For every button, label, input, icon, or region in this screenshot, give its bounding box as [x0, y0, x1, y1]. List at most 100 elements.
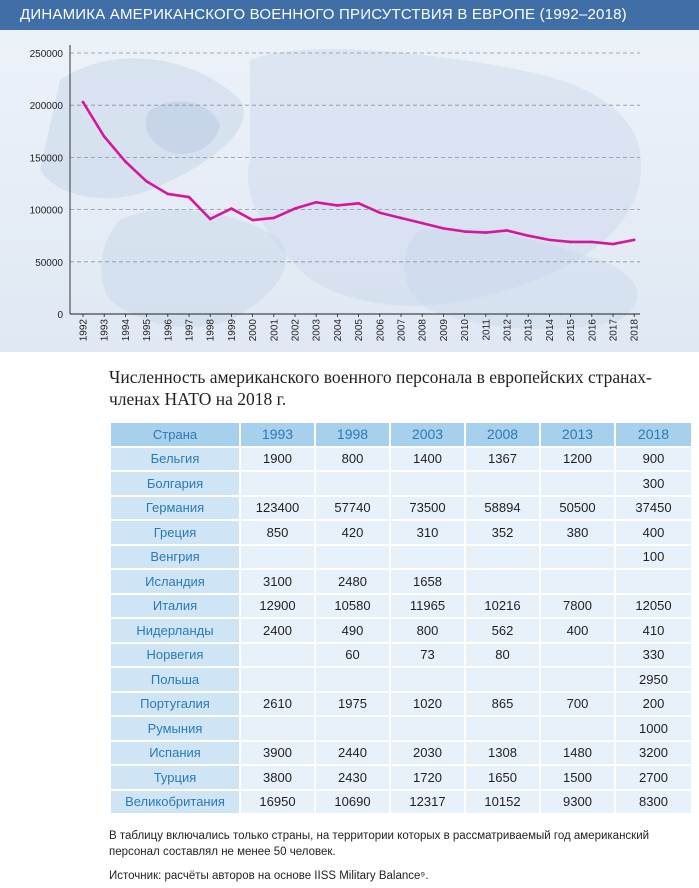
x-tick-label: 2002: [291, 319, 302, 342]
data-point: [145, 180, 148, 183]
value-cell: 60: [314, 641, 391, 668]
value-cell: 900: [614, 445, 693, 472]
value-cell: 1720: [389, 764, 466, 791]
value-cell: [539, 715, 616, 742]
value-cell: 9300: [539, 788, 616, 815]
x-tick-label: 1995: [142, 319, 153, 342]
value-cell: 37450: [614, 494, 693, 521]
value-cell: 58894: [464, 494, 541, 521]
x-tick-labels: 1992 1993 1994 1995 1996 1997 1998 1999 2000 2001…: [79, 319, 641, 342]
table-row: Бельгия 1900 800 1400 1367 1200 900: [109, 445, 693, 472]
value-cell: 410: [614, 617, 693, 644]
data-point: [526, 234, 530, 237]
value-cell: 800: [314, 445, 391, 472]
value-cell: 73: [389, 641, 466, 668]
data-point: [293, 207, 297, 210]
map-background: [40, 49, 642, 329]
value-cell: 3100: [239, 568, 316, 595]
data-point: [378, 211, 382, 215]
value-cell: 1658: [389, 568, 466, 595]
country-cell: Нидерланды: [109, 617, 241, 644]
value-cell: 16950: [239, 788, 316, 815]
value-cell: 12050: [614, 592, 693, 619]
x-tick-label: 2015: [566, 319, 577, 342]
column-header-1993: 1993: [239, 421, 316, 448]
table-row: Греция 850 420 310 352 380 400: [109, 519, 693, 546]
value-cell: 10580: [314, 592, 391, 619]
value-cell: [539, 470, 616, 497]
table-header-row: Страна 1993 1998 2003 2008 2013 2018: [109, 421, 693, 448]
x-tick-label: 2012: [503, 319, 514, 342]
table-row: Болгария 300: [109, 470, 693, 497]
x-tick-label: 2001: [269, 319, 280, 342]
value-cell: 330: [614, 641, 693, 668]
value-cell: 1400: [389, 445, 466, 472]
data-point: [548, 238, 551, 242]
value-cell: 3900: [239, 739, 316, 766]
value-cell: 200: [614, 690, 693, 717]
value-cell: [314, 666, 391, 693]
country-cell: Греция: [109, 519, 241, 546]
country-cell: Румыния: [109, 715, 241, 742]
data-point: [272, 216, 276, 220]
data-point: [399, 216, 403, 220]
table-row: Норвегия 60 73 80 330: [109, 641, 693, 668]
table-row: Исландия 3100 2480 1658: [109, 568, 693, 595]
data-point: [357, 202, 360, 205]
table-row: Италия 12900 10580 11965 10216 7800 12050: [109, 592, 693, 619]
value-cell: [539, 666, 616, 693]
x-tick-label: 2009: [439, 319, 450, 342]
value-cell: [464, 568, 541, 595]
data-point: [314, 200, 318, 204]
value-cell: 420: [314, 519, 391, 546]
data-point: [442, 227, 445, 230]
value-cell: 352: [464, 519, 541, 546]
x-tick-label: 2014: [545, 319, 556, 342]
value-cell: 100: [614, 543, 693, 570]
value-cell: 10216: [464, 592, 541, 619]
value-cell: 850: [239, 519, 316, 546]
value-cell: [389, 543, 466, 570]
value-cell: [464, 666, 541, 693]
country-cell: Бельгия: [109, 445, 241, 472]
x-tick-label: 2004: [333, 319, 344, 342]
x-tick-label: 1997: [185, 319, 196, 342]
value-cell: 3800: [239, 764, 316, 791]
table-row: Польша 2950: [109, 666, 693, 693]
value-cell: [239, 470, 316, 497]
x-tick-label: 1994: [121, 319, 132, 342]
value-cell: [314, 715, 391, 742]
value-cell: 1000: [614, 715, 693, 742]
value-cell: 2440: [314, 739, 391, 766]
value-cell: [239, 715, 316, 742]
value-cell: [539, 543, 616, 570]
x-tick-label: 2013: [524, 319, 535, 342]
country-cell: Испания: [109, 739, 241, 766]
x-tick-label: 2005: [354, 319, 365, 342]
value-cell: 1500: [539, 764, 616, 791]
table-row: Нидерланды 2400 490 800 562 400 410: [109, 617, 693, 644]
data-point: [102, 135, 106, 138]
column-header-2008: 2008: [464, 421, 541, 448]
value-cell: 300: [614, 470, 693, 497]
data-point: [505, 229, 509, 232]
value-cell: 2400: [239, 617, 316, 644]
x-tick-label: 2010: [460, 319, 471, 342]
x-tick-label: 2006: [375, 319, 386, 342]
value-cell: 2700: [614, 764, 693, 791]
column-header-1998: 1998: [314, 421, 391, 448]
country-cell: Италия: [109, 592, 241, 619]
x-tick-label: 2003: [312, 319, 323, 342]
table-row: Германия 123400 57740 73500 58894 50500 37450: [109, 494, 693, 521]
country-cell: Исландия: [109, 568, 241, 595]
value-cell: [239, 543, 316, 570]
value-cell: 2480: [314, 568, 391, 595]
y-tick-label: 250000: [30, 49, 64, 60]
x-tick-label: 2000: [248, 319, 259, 342]
value-cell: 12900: [239, 592, 316, 619]
table-row: Венгрия 100: [109, 543, 693, 570]
value-cell: [464, 470, 541, 497]
data-point: [187, 195, 191, 199]
value-cell: 10690: [314, 788, 391, 815]
